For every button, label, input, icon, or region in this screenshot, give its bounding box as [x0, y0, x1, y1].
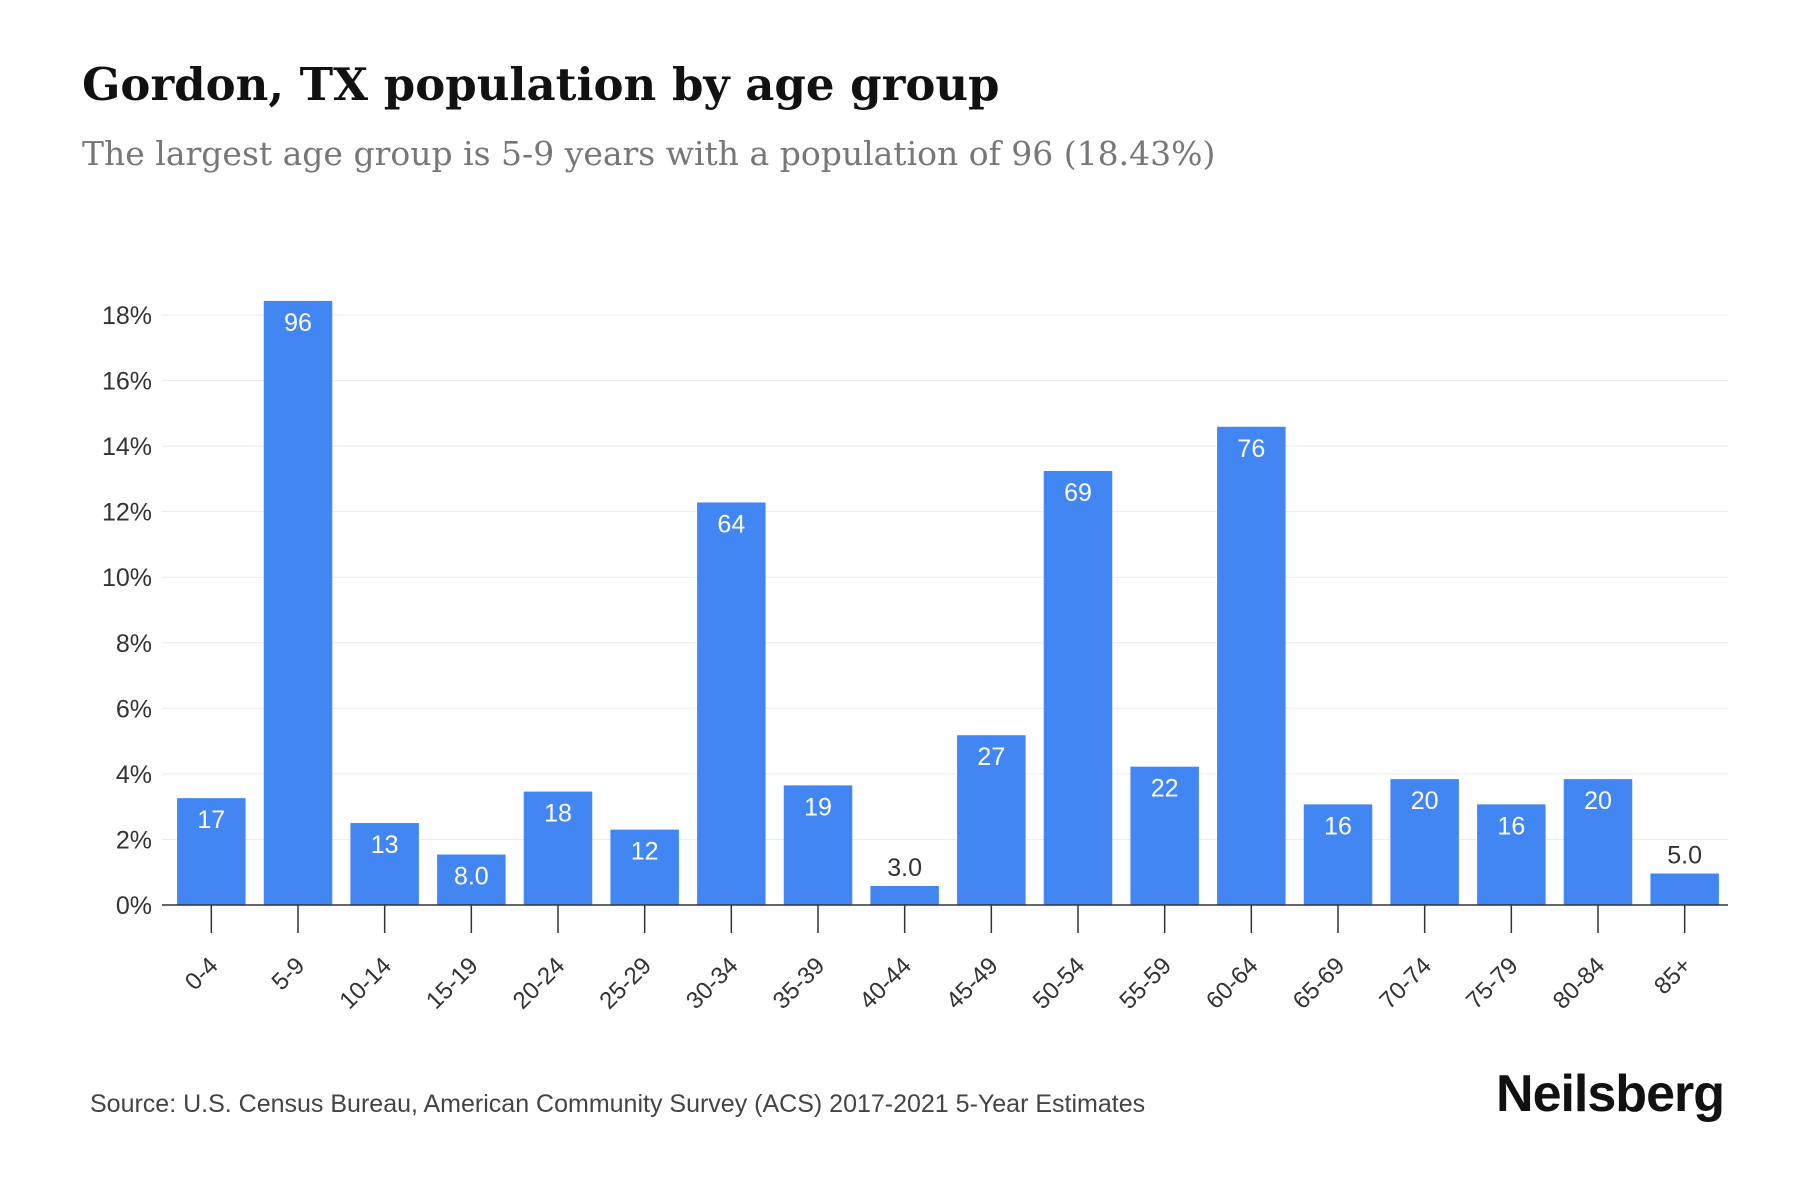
- x-tick-label: 80-84: [1548, 952, 1611, 1015]
- data-label: 20: [1584, 787, 1612, 815]
- x-tick-label: 25-29: [594, 952, 657, 1015]
- bar-chart: 0% 2% 4% 6% 8% 10% 12% 14% 16% 18% 0-4 5-9 10-14 15-…: [102, 300, 1728, 1015]
- data-label: 20: [1411, 787, 1439, 815]
- x-tick-label: 40-44: [854, 952, 917, 1015]
- data-label: 76: [1237, 435, 1265, 463]
- x-axis: [162, 904, 1728, 933]
- y-tick-label: 10%: [102, 564, 152, 592]
- y-tick-label: 0%: [116, 892, 152, 920]
- x-tick-label: 30-34: [681, 952, 744, 1015]
- bar: [697, 502, 766, 905]
- bar: [610, 829, 679, 905]
- bar: [523, 791, 593, 905]
- bar: [1043, 471, 1113, 905]
- x-tick-label: 20-24: [508, 952, 571, 1015]
- y-tick-label: 6%: [116, 695, 152, 723]
- y-axis-tick-labels: 0% 2% 4% 6% 8% 10% 12% 14% 16% 18%: [102, 302, 152, 920]
- bars: [177, 300, 1719, 906]
- data-label: 27: [977, 743, 1005, 771]
- bar: [1563, 779, 1633, 905]
- brand-logo: Neilsberg: [1496, 1065, 1725, 1123]
- data-label: 3.0: [887, 854, 922, 882]
- y-tick-label: 8%: [116, 630, 152, 658]
- data-label: 12: [631, 838, 659, 866]
- data-label: 19: [804, 793, 832, 821]
- bar: [957, 735, 1026, 905]
- data-label: 18: [544, 800, 572, 828]
- x-tick-label: 85+: [1649, 952, 1697, 1000]
- x-tick-label: 10-14: [334, 952, 397, 1015]
- x-tick-label: 45-49: [941, 952, 1004, 1015]
- y-tick-label: 16%: [102, 368, 152, 396]
- bar: [1650, 873, 1719, 905]
- chart-title: Gordon, TX population by age group: [82, 58, 1000, 111]
- y-tick-label: 14%: [102, 433, 152, 461]
- y-tick-label: 18%: [102, 302, 152, 330]
- x-tick-label: 35-39: [768, 952, 831, 1015]
- data-label: 22: [1151, 775, 1179, 803]
- data-label: 8.0: [454, 863, 489, 891]
- x-tick-label: 60-64: [1201, 952, 1264, 1015]
- bar: [263, 300, 333, 906]
- data-label: 5.0: [1667, 842, 1702, 870]
- bar: [437, 854, 506, 905]
- bar: [177, 798, 246, 905]
- chart-subtitle: The largest age group is 5-9 years with …: [82, 134, 1216, 173]
- bar: [350, 823, 419, 905]
- data-label: 64: [717, 510, 745, 538]
- source-note: Source: U.S. Census Bureau, American Com…: [90, 1090, 1146, 1118]
- bar: [1477, 804, 1546, 905]
- x-tick-label: 5-9: [267, 952, 311, 996]
- data-label: 69: [1064, 479, 1092, 507]
- data-label: 16: [1324, 812, 1352, 840]
- y-tick-label: 4%: [116, 761, 152, 789]
- bar: [1390, 779, 1459, 905]
- bar: [1303, 804, 1373, 905]
- x-tick-label: 55-59: [1114, 952, 1177, 1015]
- data-label: 13: [371, 831, 399, 859]
- grid-lines: [162, 314, 1728, 840]
- data-labels: 17 96 13 8.0 18 12 64 19 3.0 27 69 22 76 16 20 16 20 5.0: [197, 309, 1702, 891]
- y-tick-label: 2%: [116, 826, 152, 854]
- x-tick-label: 50-54: [1028, 952, 1091, 1015]
- y-tick-label: 12%: [102, 499, 152, 527]
- x-tick-label: 75-79: [1461, 952, 1524, 1015]
- data-label: 16: [1497, 812, 1525, 840]
- x-tick-label: 70-74: [1374, 952, 1437, 1015]
- data-label: 17: [197, 806, 225, 834]
- x-tick-label: 15-19: [421, 952, 484, 1015]
- bar: [1130, 766, 1199, 905]
- bar: [1217, 426, 1286, 905]
- bar: [870, 885, 939, 905]
- x-tick-label: 0-4: [180, 952, 224, 996]
- data-label: 96: [284, 309, 312, 337]
- x-axis-tick-labels: 0-4 5-9 10-14 15-19 20-24 25-29 30-34 35-39 40-4…: [180, 952, 1697, 1015]
- bar: [783, 785, 853, 905]
- x-tick-label: 65-69: [1288, 952, 1351, 1015]
